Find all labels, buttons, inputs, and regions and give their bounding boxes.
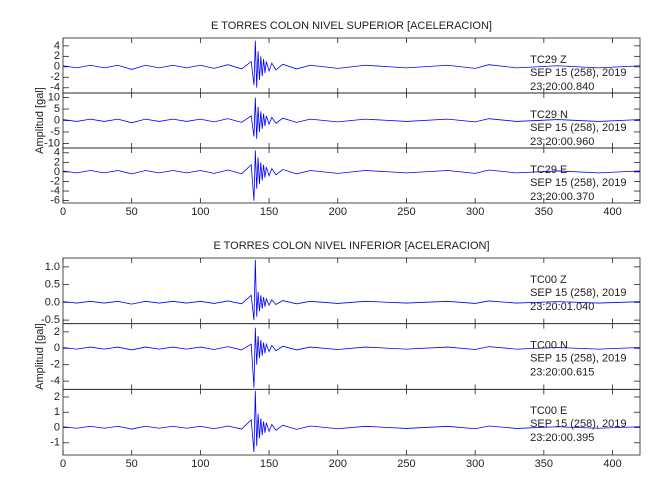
y-tick-label: 10 xyxy=(48,91,60,103)
y-tick-label: 4 xyxy=(54,147,60,159)
x-tick-label: 150 xyxy=(260,458,278,470)
y-tick-label: -2 xyxy=(50,175,60,187)
chart-title: E TORRES COLON NIVEL SUPERIOR [ACELERACI… xyxy=(211,20,492,32)
waveform xyxy=(62,327,641,388)
x-tick-label: 150 xyxy=(260,206,278,218)
trace-date: SEP 15 (258), 2019 xyxy=(530,122,626,134)
y-axis-label: Amplitud [gal] xyxy=(34,323,46,390)
trace-date: SEP 15 (258), 2019 xyxy=(530,177,626,189)
trace-date: SEP 15 (258), 2019 xyxy=(530,353,626,365)
y-tick-label: 1.0 xyxy=(45,261,60,273)
x-tick-label: 100 xyxy=(191,458,209,470)
y-tick-label: 2 xyxy=(54,50,60,62)
trace-frame xyxy=(62,147,641,204)
waveform xyxy=(62,259,641,321)
x-tick-label: 200 xyxy=(329,458,347,470)
trace-time: 23:20:00.960 xyxy=(530,136,594,148)
waveform xyxy=(62,40,641,88)
x-tick-label: 350 xyxy=(535,458,553,470)
trace-station: TC29 E xyxy=(530,164,567,176)
y-tick-label: 0 xyxy=(54,342,60,354)
x-tick-label: 50 xyxy=(126,206,138,218)
y-tick-label: 0 xyxy=(54,166,60,178)
y-tick-label: -1 xyxy=(50,437,60,449)
trace-time: 23:20:01.040 xyxy=(530,301,594,313)
chart-title: E TORRES COLON NIVEL INFERIOR [ACELERACI… xyxy=(213,240,489,252)
x-tick-label: 250 xyxy=(397,206,415,218)
trace-time: 23:20:00.840 xyxy=(530,81,594,93)
trace-frame xyxy=(62,388,641,456)
y-tick-label: 2 xyxy=(54,326,60,338)
waveform xyxy=(62,390,641,452)
y-tick-label: -6 xyxy=(50,195,60,207)
x-tick-label: 400 xyxy=(603,206,621,218)
x-tick-label: 50 xyxy=(126,458,138,470)
y-tick-label: -2 xyxy=(50,359,60,371)
y-tick-label: -5 xyxy=(50,126,60,138)
y-tick-label: 0.5 xyxy=(45,279,60,291)
x-tick-label: 0 xyxy=(60,206,66,218)
trace-station: TC00 Z xyxy=(530,274,567,286)
trace-station: TC29 N xyxy=(530,109,568,121)
y-axis-label: Amplitud [gal] xyxy=(34,87,46,154)
y-tick-label: 0 xyxy=(54,114,60,126)
y-tick-label: 5 xyxy=(54,103,60,115)
y-tick-label: 0.0 xyxy=(45,296,60,308)
y-tick-label: 4 xyxy=(54,40,60,52)
x-tick-label: 250 xyxy=(397,458,415,470)
x-tick-label: 300 xyxy=(466,206,484,218)
x-tick-label: 200 xyxy=(329,206,347,218)
trace-date: SEP 15 (258), 2019 xyxy=(530,418,626,430)
waveform xyxy=(62,150,641,201)
y-tick-label: 2 xyxy=(54,156,60,168)
x-tick-label: 0 xyxy=(60,458,66,470)
y-tick-label: -10 xyxy=(44,137,60,149)
y-tick-label: -4 xyxy=(50,82,60,94)
trace-time: 23:20:00.615 xyxy=(530,367,594,379)
trace-station: TC00 N xyxy=(530,340,568,352)
trace-date: SEP 15 (258), 2019 xyxy=(530,287,626,299)
trace-time: 23:20:00.395 xyxy=(530,432,594,444)
trace-time: 23:20:00.370 xyxy=(530,191,594,203)
x-tick-label: 100 xyxy=(191,206,209,218)
y-tick-label: 2 xyxy=(54,391,60,403)
y-tick-label: 0 xyxy=(54,61,60,73)
x-tick-label: 300 xyxy=(466,458,484,470)
y-tick-label: -2 xyxy=(50,71,60,83)
trace-station: TC00 E xyxy=(530,405,567,417)
trace-station: TC29 Z xyxy=(530,54,567,66)
y-tick-label: 0 xyxy=(54,421,60,433)
x-tick-label: 350 xyxy=(535,206,553,218)
x-tick-label: 400 xyxy=(603,458,621,470)
y-tick-label: 1 xyxy=(54,406,60,418)
y-tick-label: -4 xyxy=(50,375,60,387)
y-tick-label: -0.5 xyxy=(41,314,60,326)
waveform xyxy=(62,97,641,139)
y-tick-label: -4 xyxy=(50,185,60,197)
trace-date: SEP 15 (258), 2019 xyxy=(530,67,626,79)
